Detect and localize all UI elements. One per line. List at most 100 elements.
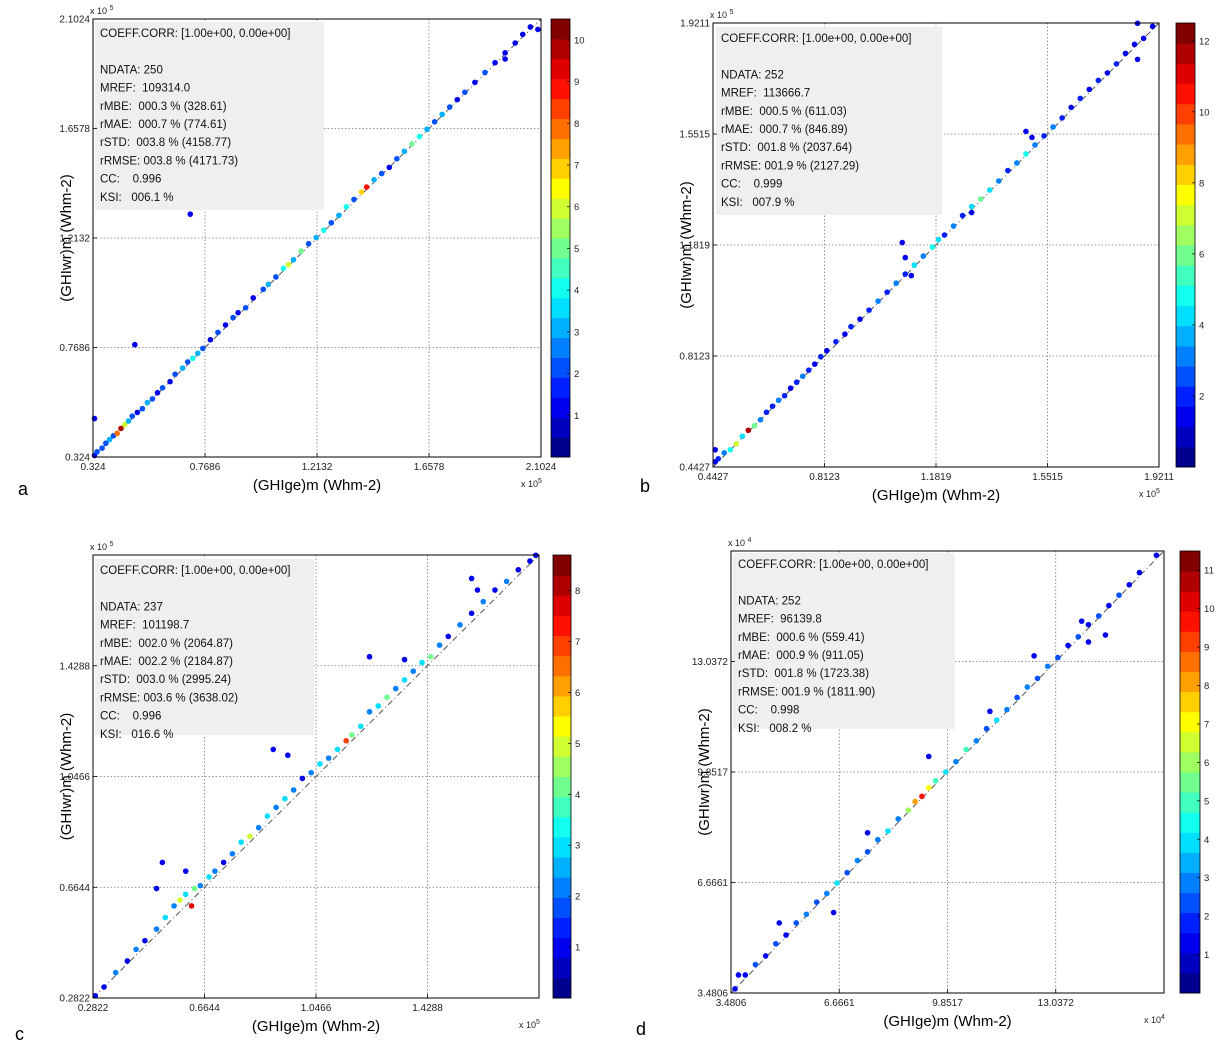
data-point (320, 227, 327, 233)
colorbar-segment (1180, 772, 1200, 793)
panel-b: COEFF.CORR: [1.00e+00, 0.00e+00] NDATA: 2… (640, 9, 1210, 504)
stats-line: COEFF.CORR: [1.00e+00, 0.00e+00] (721, 33, 912, 45)
x-tick-label: 0.7686 (190, 462, 221, 473)
data-point (833, 338, 839, 345)
colorbar-segment (1176, 204, 1195, 226)
colorbar-segment (551, 437, 570, 458)
data-point (106, 436, 113, 443)
x-multiplier-base: x 10 (1144, 1015, 1161, 1025)
data-point (250, 295, 257, 301)
data-point (842, 331, 848, 337)
data-point (899, 239, 906, 246)
stats-line: rSTD: 001.8 % (2037.64) (721, 142, 852, 154)
colorbar-segment (1176, 123, 1195, 145)
stats-line: rMAE: 000.7 % (846.89) (721, 124, 848, 136)
data-point (1059, 115, 1065, 121)
data-point (454, 96, 461, 103)
data-point (830, 909, 837, 916)
colorbar-segment (553, 655, 571, 677)
data-point (149, 396, 156, 402)
data-point (290, 256, 297, 263)
y-scale-multiplier: x 10 5 (90, 541, 114, 552)
data-point (1153, 552, 1160, 559)
data-point (242, 304, 249, 311)
data-point (942, 769, 949, 775)
colorbar-segment (1176, 325, 1195, 347)
colorbar-frame (550, 18, 571, 458)
data-point (775, 397, 782, 404)
y-tick-label: 0.324 (65, 453, 90, 464)
y-multiplier-exponent: 5 (110, 541, 114, 548)
x-tick-label: 0.4427 (698, 472, 729, 483)
x-tick-label: 1.9211 (1144, 472, 1174, 483)
data-point (864, 829, 871, 836)
data-point (282, 795, 288, 802)
colorbar-segment (553, 595, 571, 616)
colorbar-segment (553, 615, 571, 637)
colorbar-segment (1180, 571, 1200, 592)
colorbar-segment (551, 357, 570, 378)
data-point (313, 234, 319, 241)
colorbar-tick-label: 4 (575, 790, 580, 801)
colorbar-segment (551, 118, 570, 139)
panel-c: COEFF.CORR: [1.00e+00, 0.00e+00] NDATA: 2… (15, 541, 580, 1044)
data-point (973, 738, 980, 744)
data-point (824, 890, 830, 897)
y-tick-label: 6.6661 (697, 878, 728, 889)
x-tick-label: 1.4288 (412, 1003, 443, 1014)
data-point (189, 355, 196, 362)
data-point (200, 345, 206, 352)
data-point (121, 421, 128, 428)
colorbar-segment (1180, 711, 1200, 733)
stats-line: KSI: 006.1 % (100, 192, 174, 204)
colorbar-segment (553, 816, 571, 838)
colorbar-tick-label: 10 (1204, 604, 1215, 615)
data-point (995, 178, 1002, 184)
data-point (769, 403, 776, 410)
data-point (735, 972, 742, 978)
data-point (392, 685, 399, 692)
data-point (1004, 706, 1010, 713)
data-point (959, 212, 966, 219)
colorbar-tick-label: 3 (575, 841, 580, 852)
data-point (94, 449, 100, 455)
data-point (191, 885, 198, 892)
data-point (1077, 95, 1084, 102)
colorbar-segment (553, 877, 571, 898)
y-axis-label: (GHIwr)m (Whm-2) (58, 713, 75, 840)
y-tick-label: 1.1819 (679, 241, 710, 252)
data-point (1031, 653, 1037, 659)
data-point (875, 298, 881, 304)
y-multiplier-exponent: 5 (110, 5, 114, 12)
data-point (222, 322, 229, 328)
data-point (238, 839, 244, 845)
data-point (153, 926, 160, 932)
x-multiplier-exponent: 5 (536, 1019, 540, 1026)
x-scale-multiplier: x 105 (1139, 488, 1160, 499)
colorbar-segment (551, 238, 570, 259)
data-point (1075, 633, 1082, 640)
colorbar-segment (1176, 345, 1195, 367)
data-point (371, 176, 377, 183)
data-point (535, 26, 541, 33)
colorbar-segment (1176, 164, 1195, 185)
data-point (273, 804, 279, 811)
data-point (270, 746, 277, 753)
stats-line: rMBE: 000.5 % (611.03) (721, 106, 847, 118)
data-point (1005, 167, 1011, 174)
data-point (515, 566, 522, 573)
stats-line: MREF: 96139.8 (738, 614, 822, 626)
panel-d: COEFF.CORR: [1.00e+00, 0.00e+00] NDATA: 2… (636, 537, 1215, 1039)
stats-line: rSTD: 003.8 % (4158.77) (100, 137, 231, 149)
data-point (378, 170, 385, 177)
colorbar-segment (553, 897, 571, 918)
colorbar-segment (1176, 305, 1195, 327)
colorbar-segment (1180, 952, 1200, 974)
stats-line: NDATA: 252 (738, 595, 801, 607)
x-multiplier-base: x 10 (519, 1020, 536, 1030)
data-point (247, 833, 253, 840)
data-point (419, 659, 425, 666)
data-point (805, 367, 812, 374)
data-point (733, 440, 740, 447)
data-point (519, 31, 526, 38)
